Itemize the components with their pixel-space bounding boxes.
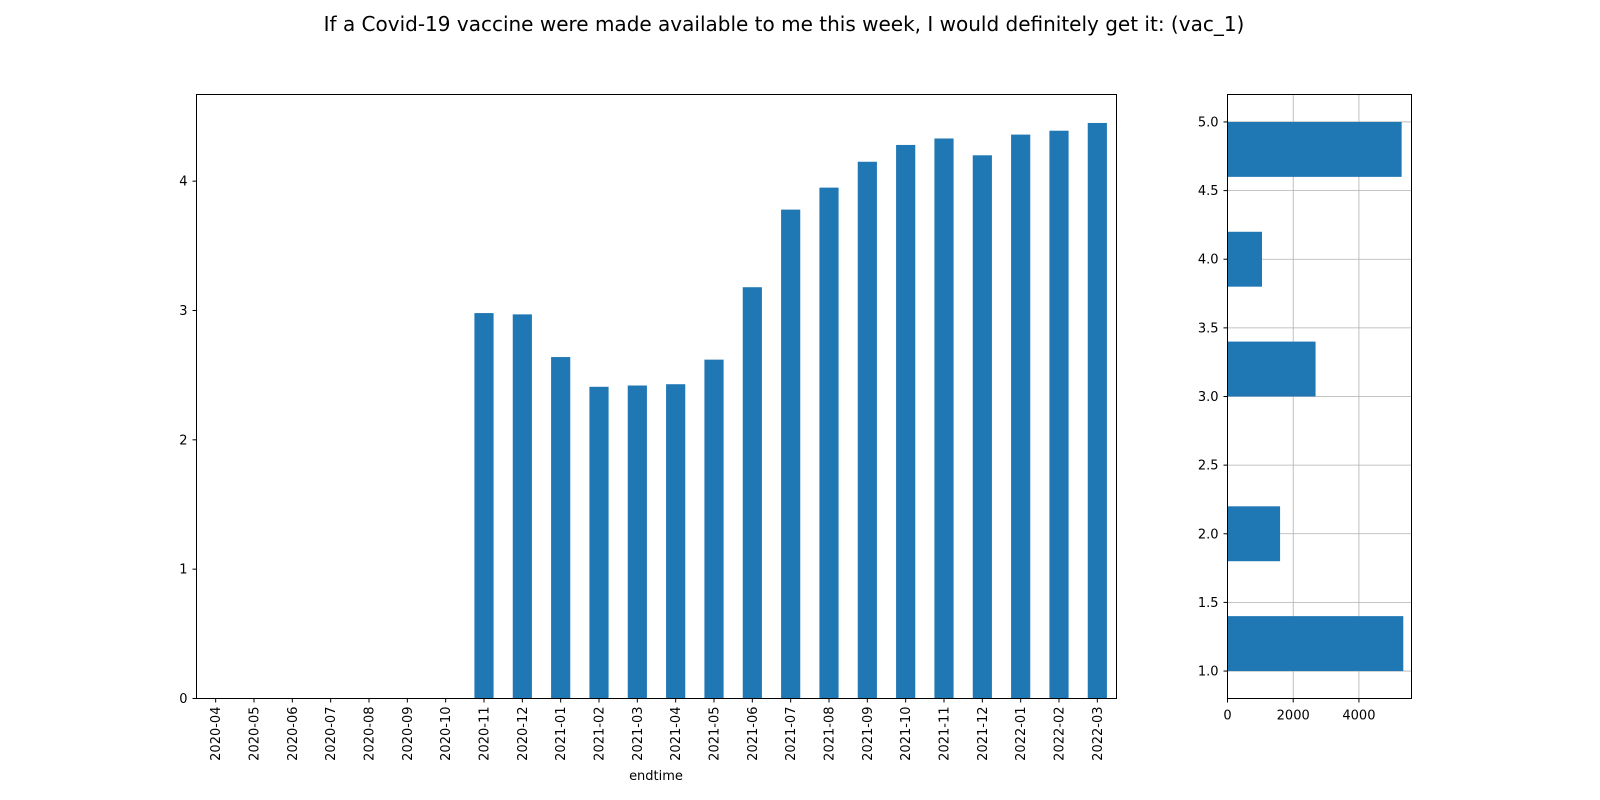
bar bbox=[474, 313, 494, 699]
chart-title: If a Covid-19 vaccine were made availabl… bbox=[324, 12, 1245, 36]
x-tick-label: 2021-09 bbox=[861, 707, 876, 761]
y-tick-label: 2.0 bbox=[1198, 527, 1219, 542]
x-tick-label: 2022-02 bbox=[1053, 707, 1068, 761]
x-tick-label: 0 bbox=[1223, 709, 1231, 724]
y-tick-label: 1.0 bbox=[1198, 665, 1219, 680]
y-tick-label: 3.5 bbox=[1198, 321, 1219, 336]
bar bbox=[742, 287, 762, 699]
x-tick-label: 2020-12 bbox=[516, 707, 531, 761]
y-tick-label: 5.0 bbox=[1198, 115, 1219, 130]
x-tick-label: 2021-01 bbox=[554, 707, 569, 761]
y-tick-label: 4.0 bbox=[1198, 253, 1219, 268]
bar bbox=[781, 209, 801, 699]
bar bbox=[627, 385, 647, 699]
x-tick-label: 2020-11 bbox=[478, 707, 493, 761]
histogram-chart: 1.0 1.5 2.0 2.5 3.0 3.5 4.0 4.5 5.0 0 2000 4000 bbox=[1198, 94, 1412, 724]
histogram-bar bbox=[1227, 506, 1281, 562]
bar bbox=[1049, 130, 1069, 699]
y-tick-label: 3 bbox=[179, 304, 187, 319]
x-tick-label: 2021-10 bbox=[899, 707, 914, 761]
bar bbox=[551, 357, 571, 699]
x-tick-label: 2021-03 bbox=[631, 707, 646, 761]
histogram-x-ticks: 0 2000 4000 bbox=[1223, 698, 1375, 724]
y-tick-label: 3.0 bbox=[1198, 390, 1219, 405]
x-tick-label: 2020-09 bbox=[401, 707, 416, 761]
x-tick-label: 2021-06 bbox=[746, 707, 761, 761]
x-tick-label: 2021-08 bbox=[823, 707, 838, 761]
bar-chart-x-axis-label: endtime bbox=[629, 769, 683, 784]
bar-chart-bars bbox=[474, 122, 1107, 699]
bar-chart-frame bbox=[196, 94, 1117, 699]
histogram-bars bbox=[1227, 121, 1404, 672]
x-tick-label: 2021-12 bbox=[976, 706, 991, 760]
x-tick-label: 4000 bbox=[1342, 709, 1375, 724]
histogram-y-ticks: 1.0 1.5 2.0 2.5 3.0 3.5 4.0 4.5 5.0 bbox=[1198, 115, 1228, 680]
bar bbox=[666, 384, 686, 699]
x-tick-label: 2020-08 bbox=[363, 707, 378, 761]
bar bbox=[857, 161, 877, 699]
x-tick-label: 2021-07 bbox=[784, 707, 799, 761]
x-tick-label: 2021-02 bbox=[593, 707, 608, 761]
y-tick-label: 1 bbox=[179, 563, 187, 578]
bar bbox=[934, 138, 954, 699]
x-tick-label: 2020-06 bbox=[286, 707, 301, 761]
y-tick-label: 0 bbox=[179, 692, 187, 707]
bar bbox=[589, 386, 609, 699]
histogram-bar bbox=[1227, 121, 1402, 177]
bar-chart-y-ticks: 0 1 2 3 4 bbox=[179, 175, 197, 707]
histogram-bar bbox=[1227, 616, 1404, 672]
x-tick-label: 2021-11 bbox=[938, 707, 953, 761]
x-tick-label: 2020-05 bbox=[248, 707, 263, 761]
bar bbox=[896, 144, 916, 699]
bar bbox=[704, 359, 724, 699]
x-tick-label: 2000 bbox=[1277, 709, 1310, 724]
y-tick-label: 1.5 bbox=[1198, 596, 1219, 611]
y-tick-label: 2.5 bbox=[1198, 459, 1219, 474]
bar bbox=[512, 314, 532, 699]
x-tick-label: 2022-01 bbox=[1014, 707, 1029, 761]
y-tick-label: 4 bbox=[179, 175, 187, 190]
bar bbox=[1087, 122, 1107, 699]
bar bbox=[1011, 134, 1031, 699]
x-tick-label: 2021-05 bbox=[708, 707, 723, 761]
x-tick-label: 2020-07 bbox=[324, 707, 339, 761]
histogram-bar bbox=[1227, 231, 1262, 287]
histogram-bar bbox=[1227, 341, 1316, 397]
y-tick-label: 4.5 bbox=[1198, 184, 1219, 199]
x-tick-label: 2020-10 bbox=[439, 707, 454, 761]
x-tick-label: 2021-04 bbox=[669, 707, 684, 761]
bar bbox=[972, 155, 992, 699]
bar bbox=[819, 187, 839, 699]
x-tick-label: 2022-03 bbox=[1091, 707, 1106, 761]
y-tick-label: 2 bbox=[179, 433, 187, 448]
bar-chart-x-ticks: 2020-04 2020-05 2020-06 2020-07 2020-08 2020-… bbox=[209, 698, 1106, 761]
x-tick-label: 2020-04 bbox=[209, 707, 224, 761]
